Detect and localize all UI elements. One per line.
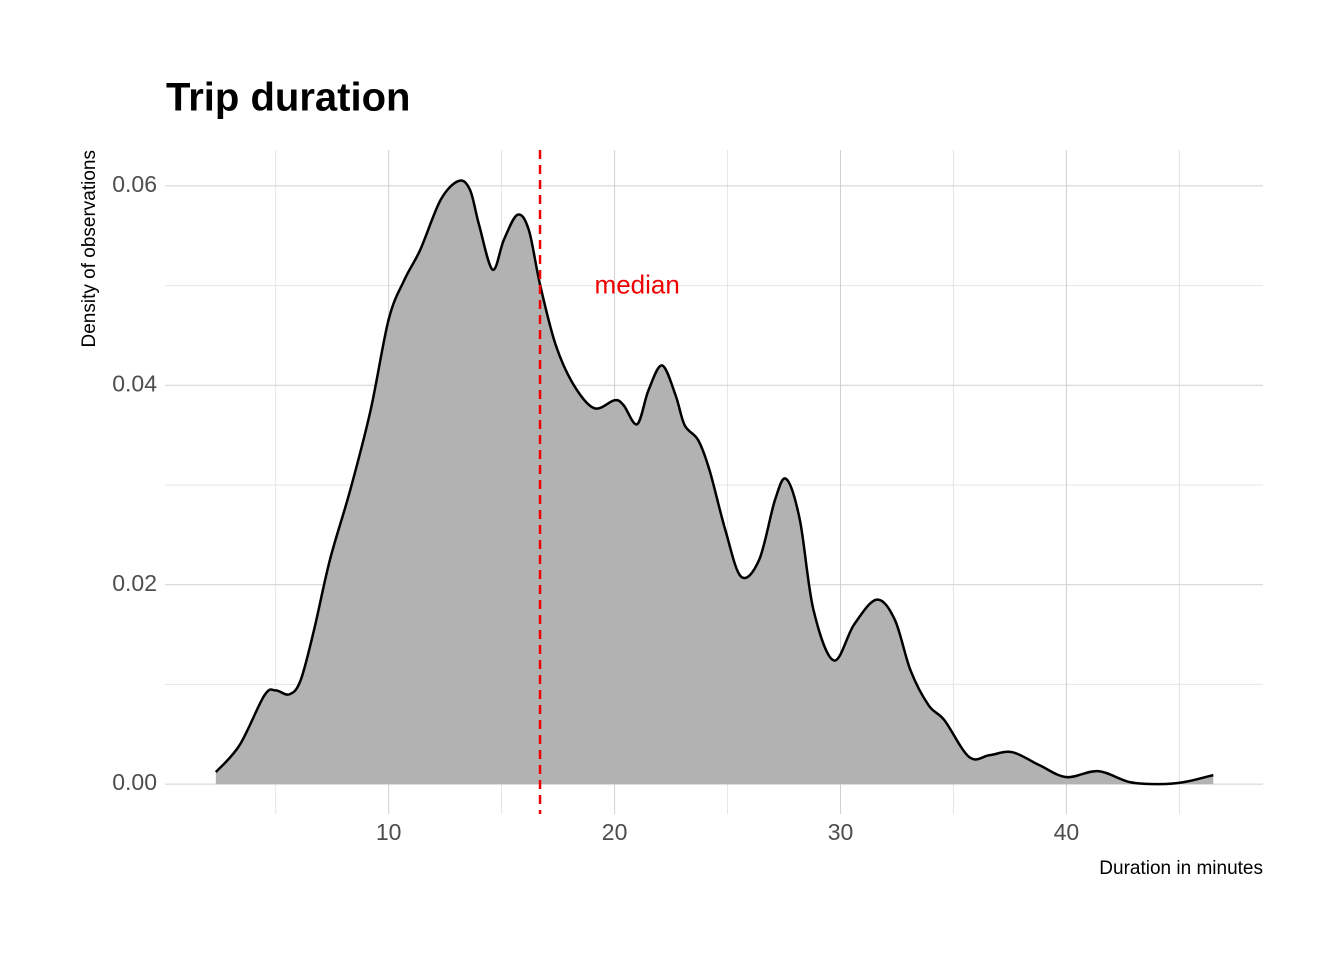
density-line (214, 179, 1214, 786)
annotation: median (595, 269, 680, 299)
x-tick-label: 30 (828, 819, 854, 845)
chart-title: Trip duration (166, 76, 410, 120)
x-tick-label: 20 (602, 819, 628, 845)
x-tick-label: 40 (1054, 819, 1080, 845)
x-tick-label: 10 (376, 819, 402, 845)
y-tick-label: 0.02 (112, 570, 157, 596)
y-tick-label: 0.04 (112, 370, 157, 396)
y-tick-label: 0.06 (112, 171, 157, 197)
x-axis-label: Duration in minutes (1099, 858, 1263, 879)
y-axis-label: Density of observations (79, 150, 100, 348)
y-tick-label: 0.00 (112, 769, 157, 795)
density-area (215, 180, 1214, 785)
